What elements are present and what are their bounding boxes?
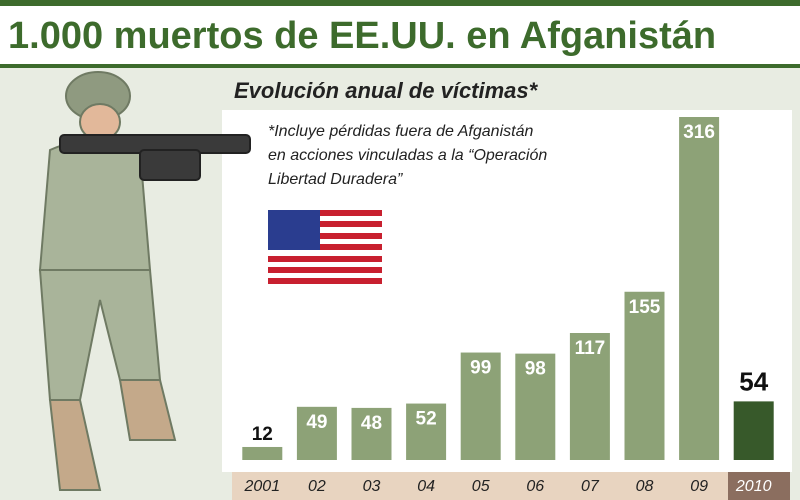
bar [569,333,610,460]
x-tick-label: 2001 [244,478,281,495]
x-tick-label: 2010 [735,478,772,495]
x-tick-label: 03 [363,478,381,495]
x-tick-label: 07 [581,478,600,495]
bar [515,353,556,460]
note-line: en acciones vinculadas a la “Operación [268,147,547,164]
data-label: 98 [525,359,546,380]
top-rule [0,0,800,6]
category-highlight [728,472,790,500]
bar [406,403,447,460]
data-label: 117 [575,338,606,359]
x-tick-label: 02 [308,478,326,495]
note-line: Libertad Duradera” [268,171,403,188]
bar [242,446,283,460]
us-flag [268,210,382,284]
data-label: 155 [629,297,661,318]
data-label: 52 [416,409,437,430]
bar [679,117,720,460]
soldier-illustration [38,71,251,491]
bar [460,352,501,460]
x-tick-label: 05 [472,478,490,495]
title-rule [0,64,800,68]
data-label: 316 [683,122,715,143]
x-tick-label: 06 [526,478,544,495]
bar [296,406,337,460]
x-tick-label: 08 [636,478,654,495]
chart-title: 1.000 muertos de EE.UU. en Afganistán [8,15,716,57]
chart-subtitle: Evolución anual de víctimas* [234,78,539,103]
data-label: 12 [252,424,273,445]
bar [351,407,392,460]
bar [624,291,665,460]
x-tick-label: 04 [417,478,435,495]
category-strip [232,472,790,500]
data-label: 49 [306,412,327,433]
data-label: 99 [470,358,491,379]
bar [733,401,774,460]
note-line: *Incluye pérdidas fuera de Afganistán [268,123,533,140]
x-tick-label: 09 [690,478,708,495]
data-label: 54 [739,366,768,396]
title-band [0,6,800,64]
data-label: 48 [361,413,382,434]
